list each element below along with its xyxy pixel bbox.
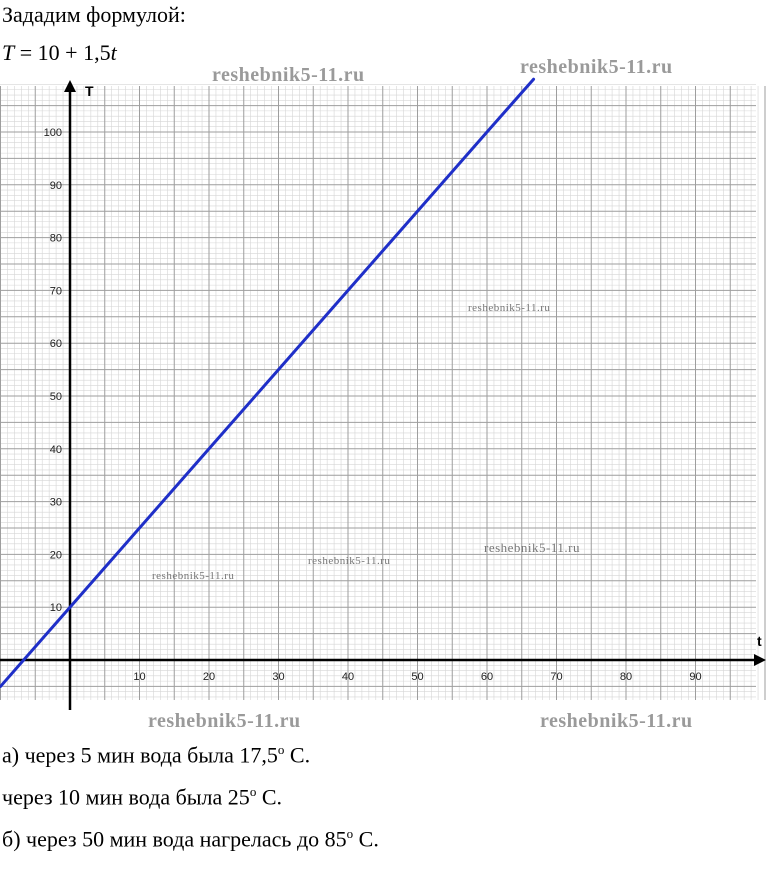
y-axis-arrow bbox=[64, 80, 76, 92]
y-tick-label: 90 bbox=[50, 180, 62, 192]
answer-a2-tail: С. bbox=[256, 784, 282, 810]
watermark-center: reshebnik5-11.ru bbox=[308, 555, 391, 567]
series-line-0 bbox=[0, 77, 536, 688]
watermark-bottom-left: reshebnik5-11.ru bbox=[148, 710, 301, 732]
y-tick-label: 80 bbox=[50, 233, 62, 245]
grid-major bbox=[0, 86, 766, 700]
x-tick-label: 30 bbox=[272, 671, 284, 683]
formula-lhs: T bbox=[2, 40, 15, 65]
y-axis-label: T bbox=[85, 83, 94, 99]
y-tick-label: 10 bbox=[50, 602, 62, 614]
answer-a-text: а) через 5 мин вода была 17,5 bbox=[2, 742, 278, 768]
x-tick-label: 50 bbox=[411, 671, 423, 683]
tick-labels: 10 20 30 40 50 60 70 80 90 10 20 30 40 50 60 70 80 90 100 bbox=[44, 127, 702, 683]
watermark-bottom-right: reshebnik5-11.ru bbox=[540, 710, 693, 732]
temperature-chart: t T 10 20 30 40 50 60 70 80 90 10 20 30 40 50 60 70 80 90… bbox=[0, 77, 766, 710]
answer-a-degree: о bbox=[277, 742, 285, 757]
x-axis-arrow bbox=[754, 654, 766, 666]
y-tick-label: 50 bbox=[50, 391, 62, 403]
y-tick-label: 40 bbox=[50, 444, 62, 456]
answer-a2: через 10 мин вода была 25о С. bbox=[2, 777, 282, 812]
watermark-lower-left: reshebnik5-11.ru bbox=[152, 570, 235, 582]
answer-b-degree: о bbox=[346, 826, 354, 841]
answer-a2-text: через 10 мин вода была 25 bbox=[2, 784, 250, 810]
y-tick-label: 100 bbox=[44, 127, 62, 139]
x-tick-label: 40 bbox=[342, 671, 354, 683]
x-tick-label: 70 bbox=[550, 671, 562, 683]
y-tick-label: 30 bbox=[50, 497, 62, 509]
watermark-top-right: reshebnik5-11.ru bbox=[520, 56, 673, 78]
answer-a2-degree: о bbox=[249, 784, 257, 799]
x-tick-label: 10 bbox=[133, 671, 145, 683]
watermark-mid-right: reshebnik5-11.ru bbox=[468, 302, 551, 314]
x-tick-label: 80 bbox=[620, 671, 632, 683]
x-axis-label: t bbox=[757, 633, 762, 649]
answer-b: б) через 50 мин вода нагрелась до 85о С. bbox=[2, 819, 379, 854]
y-tick-label: 60 bbox=[50, 338, 62, 350]
answer-a-tail: С. bbox=[284, 742, 311, 768]
formula: T = 10 + 1,5t bbox=[2, 38, 117, 68]
watermark-top-left: reshebnik5-11.ru bbox=[212, 64, 365, 86]
x-tick-label: 60 bbox=[481, 671, 493, 683]
x-tick-label: 20 bbox=[203, 671, 215, 683]
formula-var: t bbox=[110, 40, 117, 65]
answer-b-tail: С. bbox=[353, 826, 379, 852]
answer-b-text: б) через 50 мин вода нагрелась до 85 bbox=[2, 826, 347, 852]
formula-eq: = 10 + 1,5 bbox=[14, 40, 111, 65]
y-tick-label: 20 bbox=[50, 549, 62, 561]
grid-minor bbox=[0, 84, 759, 700]
y-tick-label: 70 bbox=[50, 285, 62, 297]
series bbox=[0, 77, 536, 688]
x-tick-label: 90 bbox=[689, 671, 701, 683]
answer-a: а) через 5 мин вода была 17,5о С. bbox=[2, 735, 310, 770]
watermark-lower-right-mid: reshebnik5-11.ru bbox=[484, 540, 580, 555]
intro-text: Зададим формулой: bbox=[2, 2, 186, 27]
